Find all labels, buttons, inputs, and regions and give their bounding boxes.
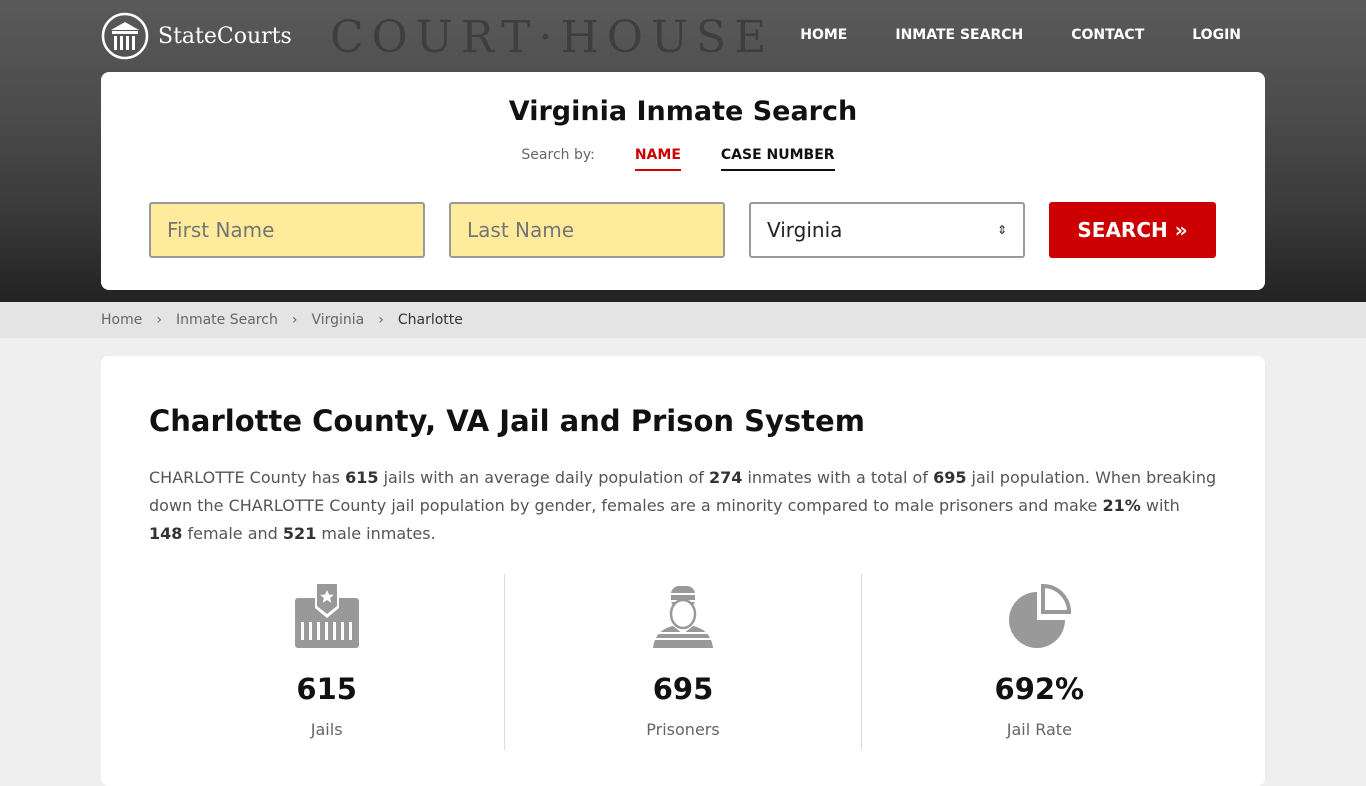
search-button[interactable]: SEARCH » (1049, 202, 1216, 258)
nav-contact[interactable]: CONTACT (1071, 27, 1145, 43)
select-arrows-icon: ⇕ (996, 223, 1007, 237)
nav-login[interactable]: LOGIN (1192, 27, 1241, 43)
tab-name[interactable]: NAME (634, 147, 681, 171)
search-card: Virginia Inmate Search Search by: NAME C… (101, 72, 1265, 290)
stat-value: 692% (994, 672, 1085, 706)
state-select-value: Virginia (767, 218, 843, 242)
search-by-label: Search by: (521, 147, 595, 163)
last-name-input[interactable] (449, 202, 725, 258)
stat-jail-rate: 692% Jail Rate (862, 574, 1217, 750)
chevron-right-icon: › (156, 312, 162, 328)
stat-label: Jail Rate (1006, 720, 1072, 739)
breadcrumb-home[interactable]: Home (101, 312, 143, 328)
summary-text: CHARLOTTE County has 615 jails with an a… (149, 468, 1217, 543)
hero: COURT·HOUSE StateCourts HOME INMATE SEAR… (0, 0, 1366, 302)
page-title: Charlotte County, VA Jail and Prison Sys… (149, 404, 865, 438)
stat-label: Jails (310, 720, 343, 739)
breadcrumb: Home › Inmate Search › Virginia › Charlotte (0, 302, 1366, 338)
first-name-input[interactable] (149, 202, 425, 258)
logo[interactable]: StateCourts (101, 12, 292, 60)
stat-prisoners: 695 Prisoners (505, 574, 862, 750)
courthouse-logo-icon (101, 12, 149, 60)
content-card: Charlotte County, VA Jail and Prison Sys… (101, 356, 1265, 786)
brand-name: StateCourts (158, 23, 292, 49)
top-nav: StateCourts HOME INMATE SEARCH CONTACT L… (0, 0, 1366, 72)
state-select[interactable]: Virginia ⇕ (749, 202, 1025, 258)
prisoner-icon (652, 586, 713, 648)
tab-case-number[interactable]: CASE NUMBER (720, 147, 835, 171)
stat-label: Prisoners (646, 720, 720, 739)
hero-background-text: COURT·HOUSE (330, 14, 770, 62)
nav-home[interactable]: HOME (800, 27, 848, 43)
pie-chart-icon (1009, 583, 1072, 648)
chevron-right-icon: › (378, 312, 384, 328)
search-title: Virginia Inmate Search (508, 96, 858, 127)
stat-jails: 615 Jails (149, 574, 506, 750)
nav-inmate-search[interactable]: INMATE SEARCH (895, 27, 1024, 43)
jail-icon (294, 584, 359, 648)
breadcrumb-virginia[interactable]: Virginia (311, 312, 365, 328)
stat-value: 695 (652, 672, 714, 706)
chevron-right-icon: › (291, 312, 298, 328)
breadcrumb-inmate-search[interactable]: Inmate Search (175, 312, 278, 328)
breadcrumb-current: Charlotte (397, 312, 463, 328)
stat-value: 615 (296, 672, 357, 706)
